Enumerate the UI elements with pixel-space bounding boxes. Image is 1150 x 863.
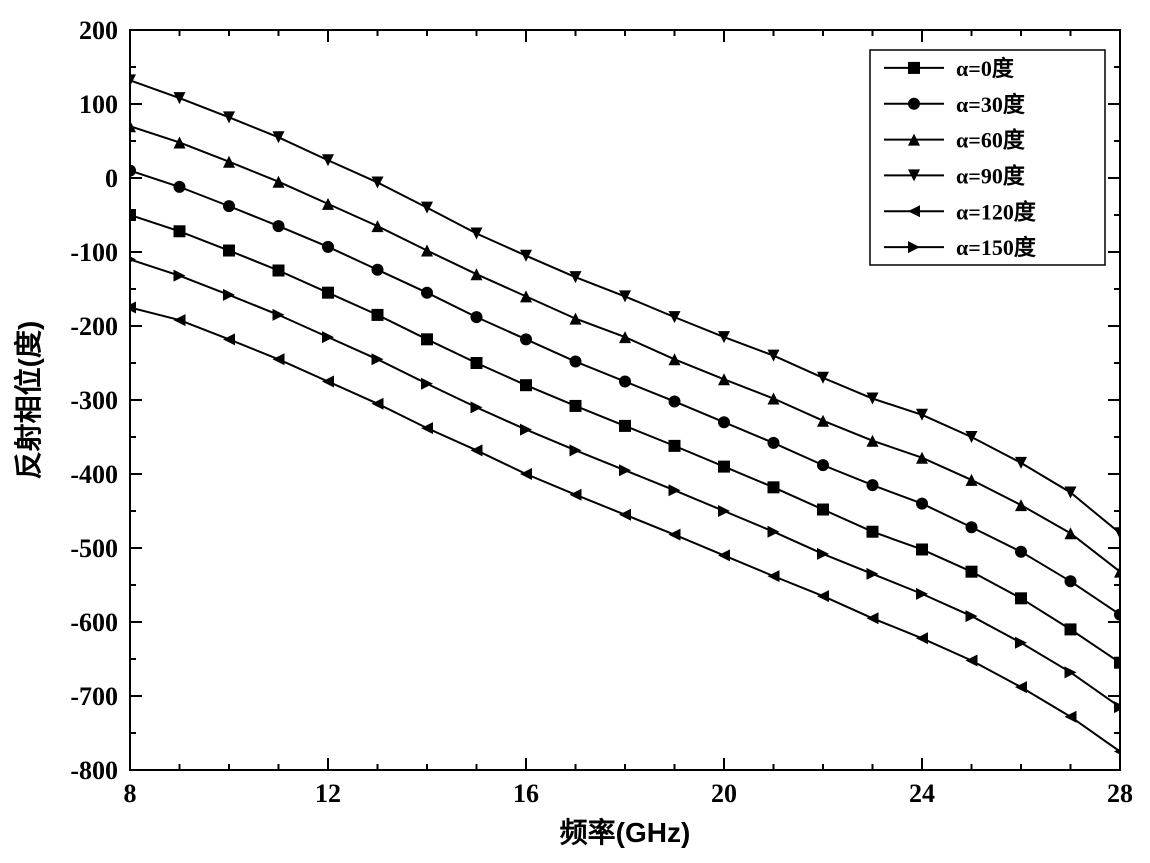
legend-label: α=90度 (956, 163, 1026, 188)
legend-label: α=30度 (956, 92, 1026, 117)
y-tick-label: -300 (70, 386, 118, 415)
phase-chart: 8 12 16 20 24 28 -800 -700 -600 -500 -400 -300 -200 -… (0, 0, 1150, 863)
y-tick-label: -400 (70, 460, 118, 489)
y-tick-label: -600 (70, 608, 118, 637)
x-axis-label: 频率(GHz) (560, 816, 691, 848)
legend-label: α=60度 (956, 128, 1026, 153)
x-tick-label: 12 (315, 779, 341, 808)
x-tick-label: 8 (124, 779, 137, 808)
y-tick-label: -100 (70, 238, 118, 267)
y-axis-label: 反射相位(度) (12, 321, 44, 480)
y-tick-label: 100 (79, 90, 118, 119)
x-tick-label: 20 (711, 779, 737, 808)
legend: α=0度 α=30度 α=60度 α=90度 α=120度 α=150度 (870, 50, 1105, 265)
y-tick-label: -500 (70, 534, 118, 563)
legend-label: α=150度 (956, 235, 1037, 260)
x-tick-label: 28 (1107, 779, 1133, 808)
y-tick-label: 200 (79, 16, 118, 45)
y-tick-label: -200 (70, 312, 118, 341)
y-tick-label: 0 (105, 164, 118, 193)
chart-svg: 8 12 16 20 24 28 -800 -700 -600 -500 -400 -300 -200 -… (0, 0, 1150, 863)
y-tick-label: -700 (70, 682, 118, 711)
legend-label: α=120度 (956, 199, 1037, 224)
legend-label: α=0度 (956, 56, 1015, 81)
y-tick-label: -800 (70, 756, 118, 785)
x-tick-label: 24 (909, 779, 935, 808)
x-tick-label: 16 (513, 779, 539, 808)
